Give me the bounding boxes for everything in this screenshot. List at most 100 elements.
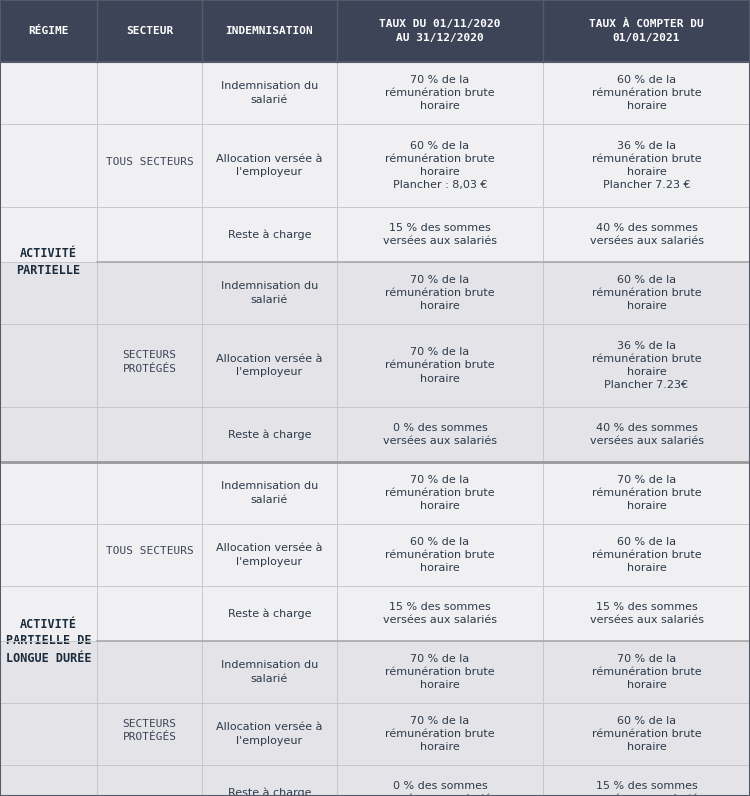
Bar bbox=[337, 207, 543, 262]
Bar bbox=[202, 703, 337, 765]
Bar bbox=[0, 207, 97, 262]
Bar bbox=[543, 324, 750, 407]
Bar bbox=[543, 586, 750, 641]
Text: Reste à charge: Reste à charge bbox=[228, 787, 311, 796]
Bar bbox=[0, 703, 97, 765]
Bar bbox=[337, 462, 543, 524]
Text: 60 % de la
rémunération brute
horaire: 60 % de la rémunération brute horaire bbox=[592, 275, 701, 311]
Bar bbox=[0, 586, 97, 641]
Bar bbox=[337, 765, 543, 796]
Bar bbox=[97, 407, 202, 462]
Text: Allocation versée à
l'employeur: Allocation versée à l'employeur bbox=[216, 354, 322, 377]
Bar bbox=[97, 207, 202, 262]
Text: 60 % de la
rémunération brute
horaire: 60 % de la rémunération brute horaire bbox=[386, 537, 495, 573]
Bar bbox=[0, 124, 97, 207]
Text: 40 % des sommes
versées aux salariés: 40 % des sommes versées aux salariés bbox=[590, 423, 703, 446]
Bar bbox=[543, 462, 750, 524]
Bar bbox=[0, 765, 97, 796]
Text: RÉGIME: RÉGIME bbox=[28, 26, 69, 36]
Text: TAUX À COMPTER DU
01/01/2021: TAUX À COMPTER DU 01/01/2021 bbox=[590, 19, 703, 43]
Bar bbox=[202, 62, 337, 124]
Text: 40 % des sommes
versées aux salariés: 40 % des sommes versées aux salariés bbox=[590, 223, 703, 246]
Bar bbox=[97, 324, 202, 407]
Bar bbox=[202, 207, 337, 262]
Bar bbox=[97, 62, 202, 124]
Text: 70 % de la
rémunération brute
horaire: 70 % de la rémunération brute horaire bbox=[592, 654, 701, 690]
Bar bbox=[337, 124, 543, 207]
Bar bbox=[543, 407, 750, 462]
Bar bbox=[337, 62, 543, 124]
Text: Reste à charge: Reste à charge bbox=[228, 608, 311, 618]
Bar bbox=[202, 407, 337, 462]
Bar bbox=[202, 0, 337, 62]
Text: TOUS SECTEURS: TOUS SECTEURS bbox=[106, 157, 194, 167]
Bar bbox=[202, 124, 337, 207]
Bar bbox=[97, 462, 202, 524]
Bar bbox=[97, 524, 202, 586]
Bar bbox=[0, 641, 97, 703]
Bar bbox=[97, 641, 202, 703]
Bar bbox=[97, 0, 202, 62]
Text: INDEMNISATION: INDEMNISATION bbox=[226, 26, 314, 36]
Text: 60 % de la
rémunération brute
horaire: 60 % de la rémunération brute horaire bbox=[592, 75, 701, 111]
Text: 70 % de la
rémunération brute
horaire: 70 % de la rémunération brute horaire bbox=[386, 275, 495, 311]
Bar bbox=[0, 324, 97, 407]
Bar bbox=[202, 586, 337, 641]
Text: 0 % des sommes
versées aux salariés: 0 % des sommes versées aux salariés bbox=[383, 781, 497, 796]
Text: SECTEURS
PROTÉGÉS: SECTEURS PROTÉGÉS bbox=[122, 350, 176, 373]
Bar bbox=[0, 407, 97, 462]
Bar bbox=[202, 765, 337, 796]
Text: 15 % des sommes
versées aux salariés: 15 % des sommes versées aux salariés bbox=[590, 781, 703, 796]
Bar bbox=[202, 462, 337, 524]
Text: 70 % de la
rémunération brute
horaire: 70 % de la rémunération brute horaire bbox=[386, 654, 495, 690]
Text: 70 % de la
rémunération brute
horaire: 70 % de la rémunération brute horaire bbox=[386, 474, 495, 511]
Bar bbox=[337, 703, 543, 765]
Bar bbox=[97, 586, 202, 641]
Text: Reste à charge: Reste à charge bbox=[228, 229, 311, 240]
Bar bbox=[202, 262, 337, 324]
Text: 70 % de la
rémunération brute
horaire: 70 % de la rémunération brute horaire bbox=[592, 474, 701, 511]
Bar bbox=[543, 62, 750, 124]
Bar bbox=[337, 407, 543, 462]
Bar bbox=[0, 524, 97, 586]
Bar bbox=[543, 0, 750, 62]
Text: 15 % des sommes
versées aux salariés: 15 % des sommes versées aux salariés bbox=[590, 602, 703, 625]
Text: 15 % des sommes
versées aux salariés: 15 % des sommes versées aux salariés bbox=[383, 223, 497, 246]
Text: Allocation versée à
l'employeur: Allocation versée à l'employeur bbox=[216, 154, 322, 177]
Bar bbox=[337, 641, 543, 703]
Text: Indemnisation du
salarié: Indemnisation du salarié bbox=[220, 81, 318, 104]
Bar bbox=[97, 124, 202, 207]
Bar bbox=[97, 262, 202, 324]
Text: 70 % de la
rémunération brute
horaire: 70 % de la rémunération brute horaire bbox=[386, 347, 495, 384]
Bar bbox=[0, 62, 97, 124]
Text: Indemnisation du
salarié: Indemnisation du salarié bbox=[220, 482, 318, 505]
Bar bbox=[97, 765, 202, 796]
Bar bbox=[0, 462, 97, 524]
Bar bbox=[337, 586, 543, 641]
Text: 70 % de la
rémunération brute
horaire: 70 % de la rémunération brute horaire bbox=[386, 75, 495, 111]
Bar bbox=[543, 207, 750, 262]
Text: 36 % de la
rémunération brute
horaire
Plancher 7.23€: 36 % de la rémunération brute horaire Pl… bbox=[592, 341, 701, 390]
Text: Allocation versée à
l'employeur: Allocation versée à l'employeur bbox=[216, 544, 322, 567]
Bar bbox=[337, 524, 543, 586]
Text: 36 % de la
rémunération brute
horaire
Plancher 7.23 €: 36 % de la rémunération brute horaire Pl… bbox=[592, 141, 701, 190]
Bar bbox=[543, 524, 750, 586]
Text: SECTEUR: SECTEUR bbox=[126, 26, 173, 36]
Bar bbox=[0, 262, 97, 324]
Bar bbox=[202, 524, 337, 586]
Text: Indemnisation du
salarié: Indemnisation du salarié bbox=[220, 661, 318, 684]
Bar bbox=[202, 641, 337, 703]
Text: ACTIVITÉ
PARTIELLE: ACTIVITÉ PARTIELLE bbox=[16, 247, 80, 277]
Text: 0 % des sommes
versées aux salariés: 0 % des sommes versées aux salariés bbox=[383, 423, 497, 446]
Bar bbox=[543, 124, 750, 207]
Text: 15 % des sommes
versées aux salariés: 15 % des sommes versées aux salariés bbox=[383, 602, 497, 625]
Bar bbox=[337, 0, 543, 62]
Bar bbox=[337, 262, 543, 324]
Bar bbox=[543, 765, 750, 796]
Text: TOUS SECTEURS: TOUS SECTEURS bbox=[106, 547, 194, 556]
Bar bbox=[337, 324, 543, 407]
Text: Reste à charge: Reste à charge bbox=[228, 429, 311, 439]
Text: SECTEURS
PROTÉGÉS: SECTEURS PROTÉGÉS bbox=[122, 719, 176, 742]
Text: Allocation versée à
l'employeur: Allocation versée à l'employeur bbox=[216, 723, 322, 746]
Text: 60 % de la
rémunération brute
horaire: 60 % de la rémunération brute horaire bbox=[592, 716, 701, 752]
